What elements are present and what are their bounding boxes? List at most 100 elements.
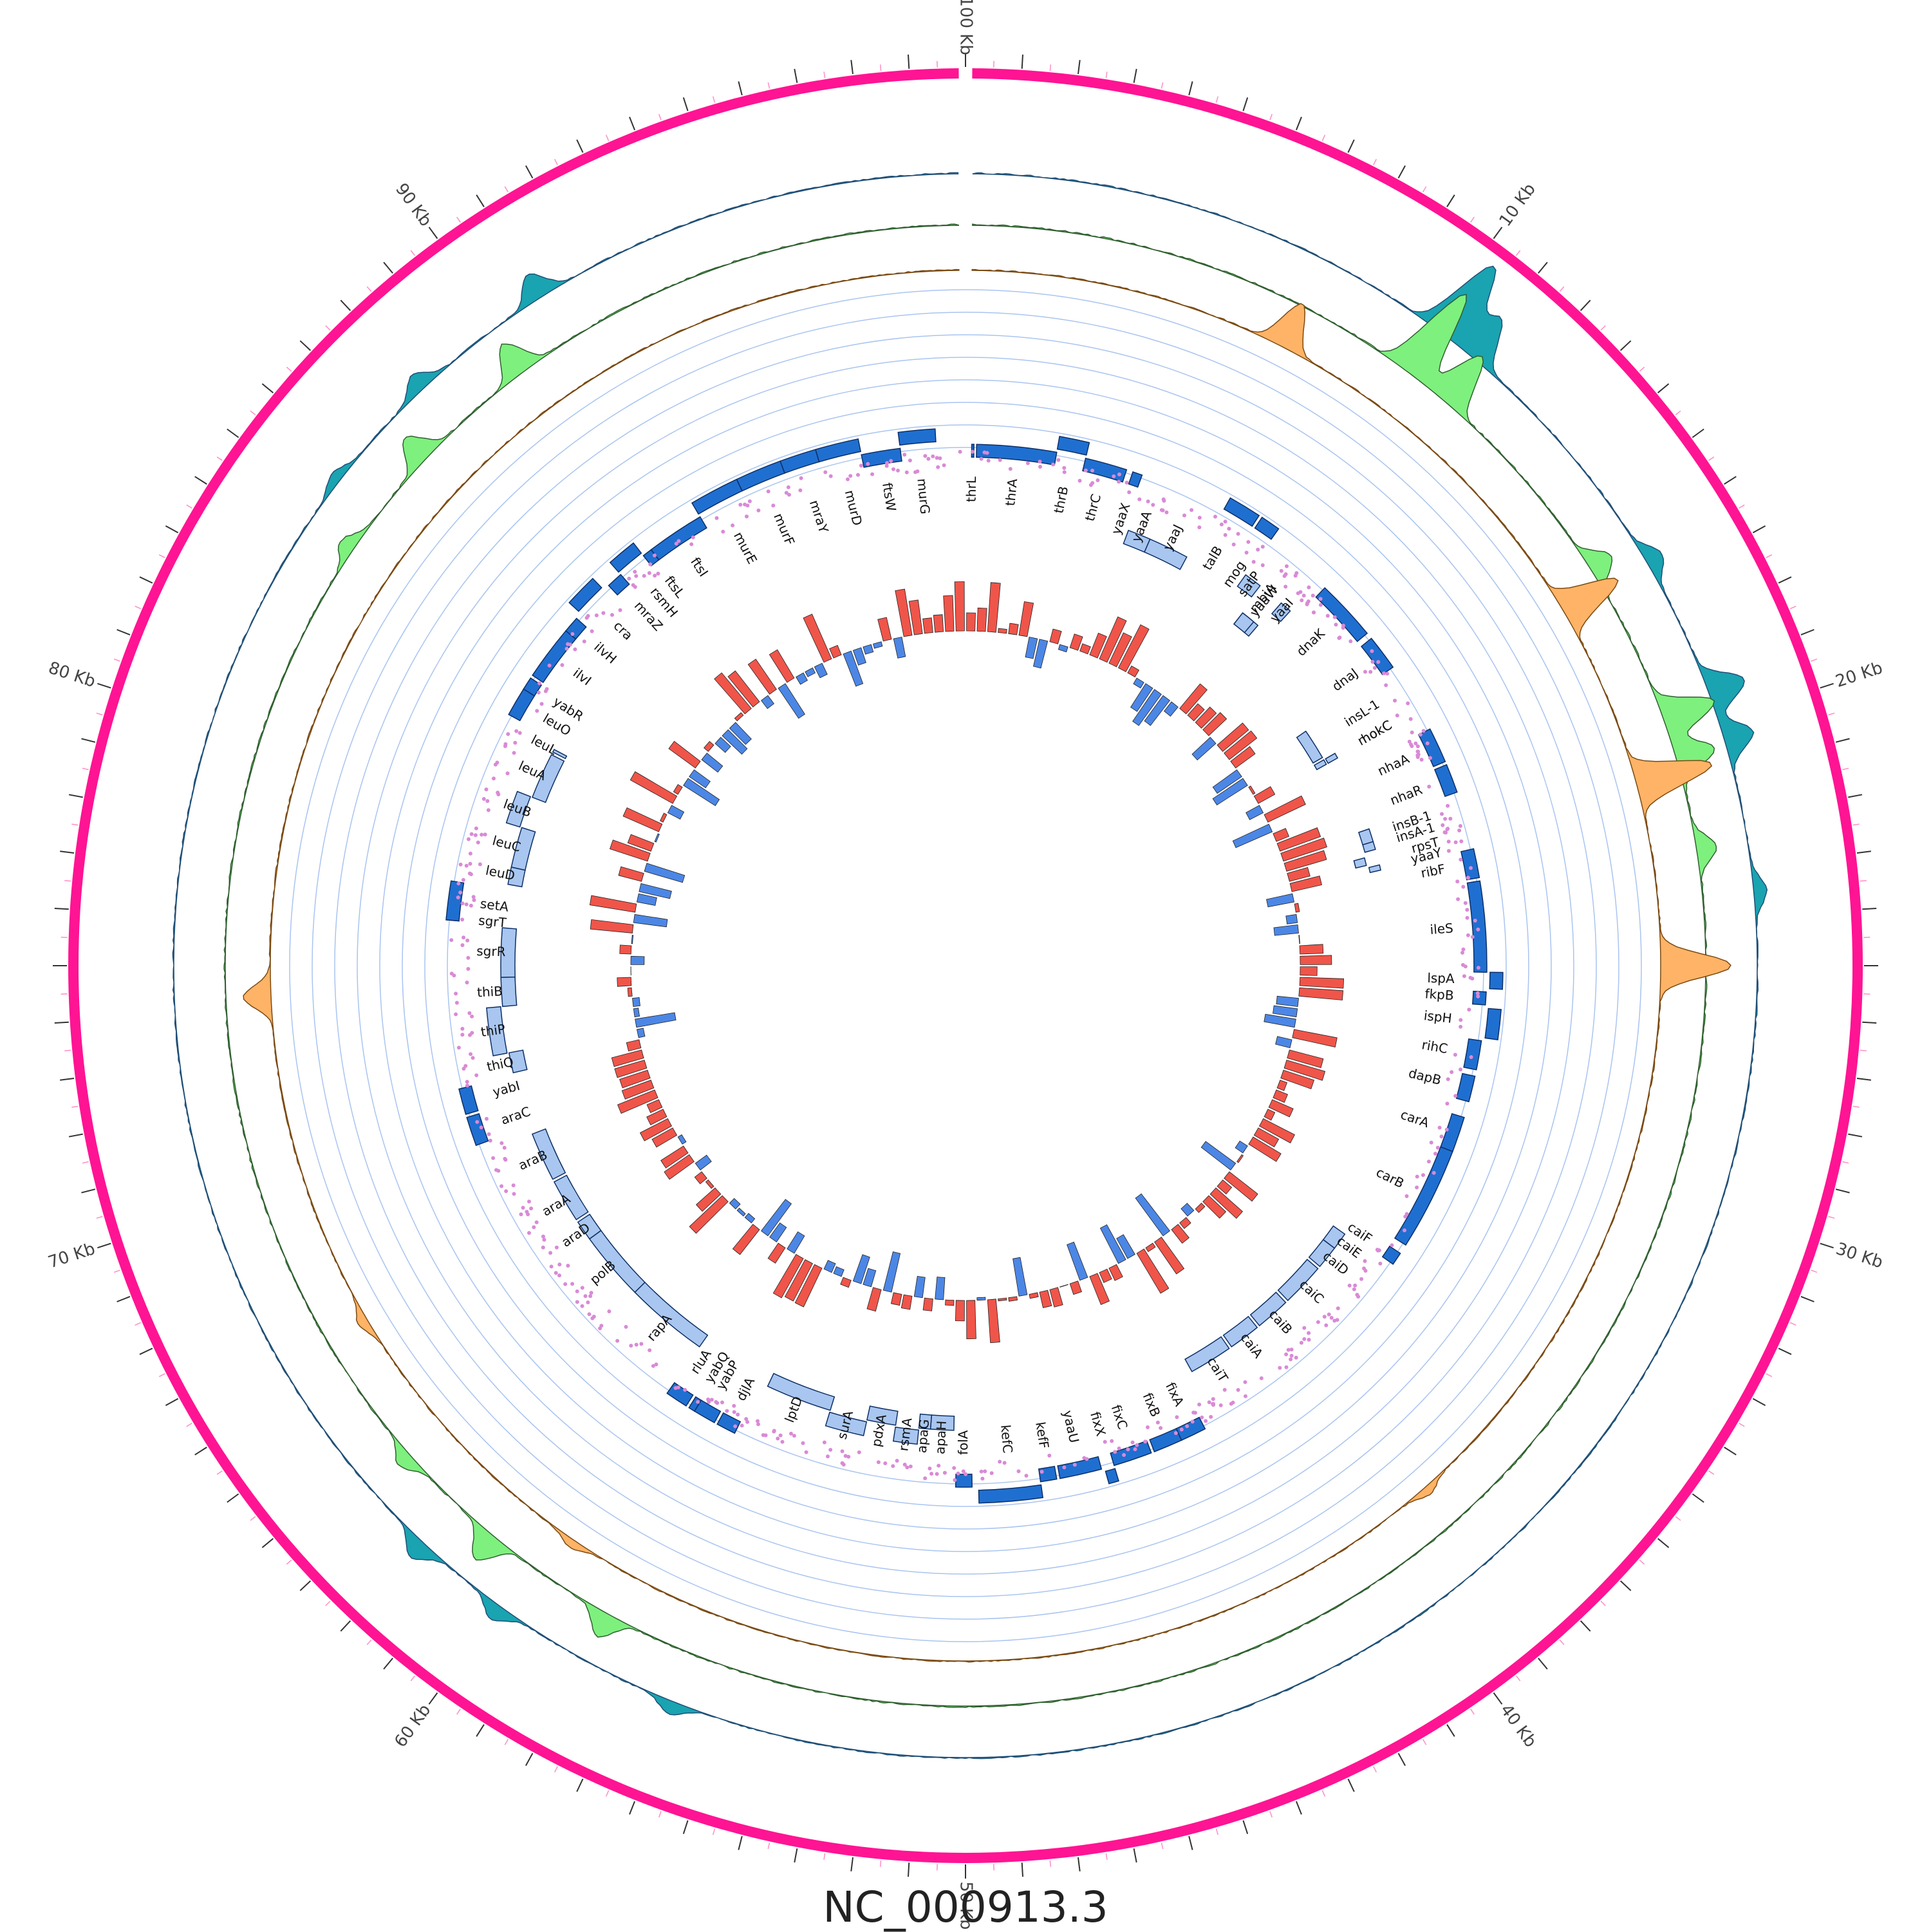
scale-tick	[1862, 908, 1876, 909]
snp-dot	[915, 469, 919, 473]
scale-tick	[768, 82, 769, 89]
snp-dot	[848, 474, 852, 478]
scale-tick	[97, 684, 111, 688]
gene-label: apaH	[932, 1420, 949, 1454]
snp-dot	[744, 1417, 748, 1421]
snp-dot	[1459, 824, 1462, 828]
snp-dot	[725, 1409, 729, 1413]
snp-dot	[1096, 478, 1099, 482]
snp-dot	[928, 1467, 931, 1470]
scale-tick	[117, 630, 130, 635]
snp-dot	[476, 841, 480, 845]
snp-dot	[1211, 1397, 1215, 1401]
snp-dot	[1159, 1426, 1162, 1430]
snp-dot	[1457, 829, 1461, 832]
gc-skew-bar	[893, 637, 906, 659]
snp-dot	[805, 1450, 808, 1454]
scale-tick	[1348, 140, 1354, 153]
snp-dot	[1363, 670, 1367, 674]
scale-tick	[1423, 1740, 1426, 1745]
gc-skew-bar	[977, 1297, 985, 1300]
snp-dot	[1289, 1358, 1292, 1362]
snp-dot	[1464, 901, 1468, 905]
snp-dot	[1359, 1277, 1363, 1281]
gc-skew-bar	[633, 998, 640, 1007]
gene-block	[651, 517, 707, 560]
snp-dot	[1175, 1415, 1179, 1419]
gc-skew-bar	[935, 1277, 945, 1300]
snp-dot	[772, 1429, 776, 1433]
scale-tick	[429, 1693, 438, 1704]
gc-skew-bar	[644, 863, 685, 883]
scale-tick	[1296, 1801, 1301, 1814]
scale-tick	[1322, 135, 1325, 141]
snp-dot	[1469, 976, 1473, 980]
snp-dot	[560, 663, 564, 667]
scale-tick	[1243, 1821, 1247, 1834]
scale-tick	[1658, 384, 1669, 393]
snp-dot	[1403, 1215, 1407, 1219]
scale-tick	[526, 1753, 533, 1765]
gene-block	[692, 480, 742, 514]
snp-dot	[902, 453, 906, 456]
gene-label: rihC	[1421, 1036, 1449, 1056]
snp-dot	[492, 776, 496, 780]
snp-dot	[1440, 812, 1444, 816]
snp-dot	[983, 1469, 987, 1473]
gene-label: murF	[770, 511, 798, 548]
snp-dot	[889, 459, 893, 463]
snp-dot	[1436, 1146, 1440, 1150]
snp-dot	[544, 689, 548, 693]
coverage-track-teal	[173, 173, 1767, 1758]
gc-skew-bar	[623, 808, 662, 832]
snp-dot	[787, 493, 791, 497]
gc-skew-bar	[824, 1261, 835, 1273]
scale-tick	[326, 1601, 330, 1606]
gc-skew-bar	[867, 1288, 881, 1311]
gene-block	[1110, 1441, 1152, 1465]
gene-label: ftsI	[687, 554, 711, 579]
snp-dot	[1227, 527, 1231, 530]
snp-dot	[1408, 740, 1412, 744]
snp-dot	[1017, 1469, 1021, 1473]
snp-dot	[554, 1271, 558, 1275]
gc-skew-bar	[633, 914, 667, 927]
scale-tick	[195, 1447, 207, 1455]
snp-dot	[1461, 885, 1465, 889]
scale-tick	[217, 457, 222, 461]
snp-dot	[980, 1477, 984, 1481]
snp-dot	[1261, 545, 1265, 549]
scale-tick	[1560, 1640, 1564, 1645]
gene-label: leuL	[528, 732, 560, 758]
scale-tick	[1853, 824, 1860, 825]
snp-dot	[634, 574, 638, 578]
scale-tick	[1811, 1270, 1817, 1272]
scale-tick	[684, 97, 688, 111]
snp-dot	[1211, 1402, 1215, 1406]
snp-dot	[469, 1052, 472, 1056]
gc-skew-bar	[977, 608, 987, 632]
snp-dot	[1378, 1262, 1382, 1266]
snp-dot	[1453, 1094, 1457, 1098]
scale-tick	[1836, 738, 1849, 742]
snp-dot	[581, 1304, 584, 1308]
snp-dot	[566, 1264, 570, 1268]
snp-dot	[908, 458, 912, 462]
scale-tick	[1447, 1725, 1455, 1737]
snp-dot	[1284, 1353, 1288, 1356]
scale-tick	[1399, 165, 1406, 178]
snp-dot	[583, 639, 586, 643]
snp-dot	[1336, 1318, 1339, 1322]
gc-skew-bar	[873, 642, 882, 648]
gc-skew-bar	[787, 1232, 805, 1253]
snp-dot	[1438, 1126, 1442, 1130]
snp-dot	[1278, 1366, 1282, 1370]
snp-dot	[1300, 599, 1303, 603]
snp-dot	[829, 474, 833, 478]
snp-dot	[1417, 753, 1421, 756]
gene-label: sgrR	[476, 943, 506, 959]
snp-dot	[527, 1199, 531, 1203]
snp-dot	[599, 1324, 603, 1327]
gc-skew-bar	[1080, 644, 1091, 654]
snp-dot	[472, 898, 476, 902]
